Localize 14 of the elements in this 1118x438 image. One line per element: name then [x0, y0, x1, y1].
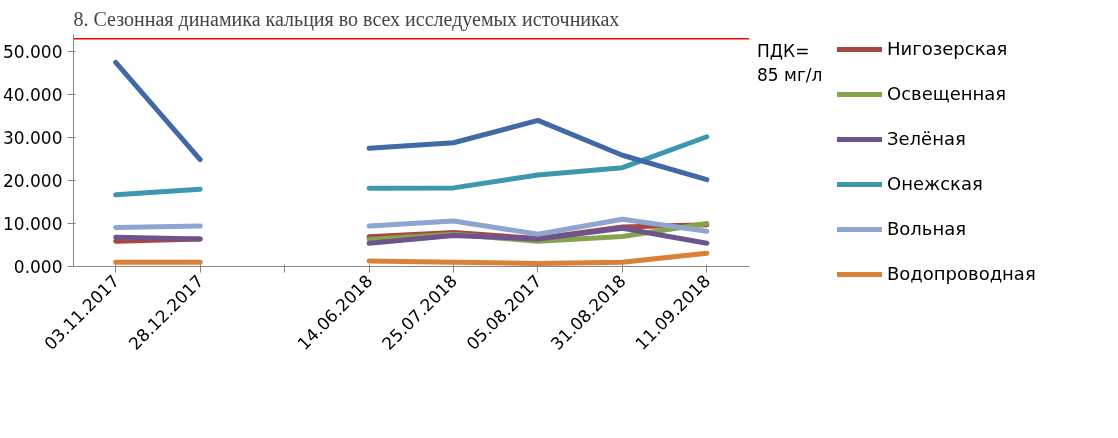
y-tick-label: 50.000 — [3, 42, 63, 63]
legend-label: Водопроводная — [887, 263, 1036, 284]
y-tick-label: 40.000 — [3, 85, 63, 106]
text: ПДК= 85 мг/л — [757, 40, 823, 85]
y-tick-label: 20.000 — [3, 171, 63, 192]
legend-label: Онежская — [887, 173, 983, 194]
legend-label: Нигозерская — [887, 38, 1008, 59]
chart-title: 8. Сезонная динамика кальция во всех исследуемых источниках — [73, 7, 620, 31]
y-tick-label: 30.000 — [3, 128, 63, 149]
legend-label: Освещенная — [887, 83, 1007, 104]
legend-label: Зелёная — [887, 128, 966, 149]
y-tick-label: 10.000 — [3, 214, 63, 235]
y-tick-label: 0.000 — [13, 257, 63, 277]
legend-label: Вольная — [887, 218, 967, 239]
